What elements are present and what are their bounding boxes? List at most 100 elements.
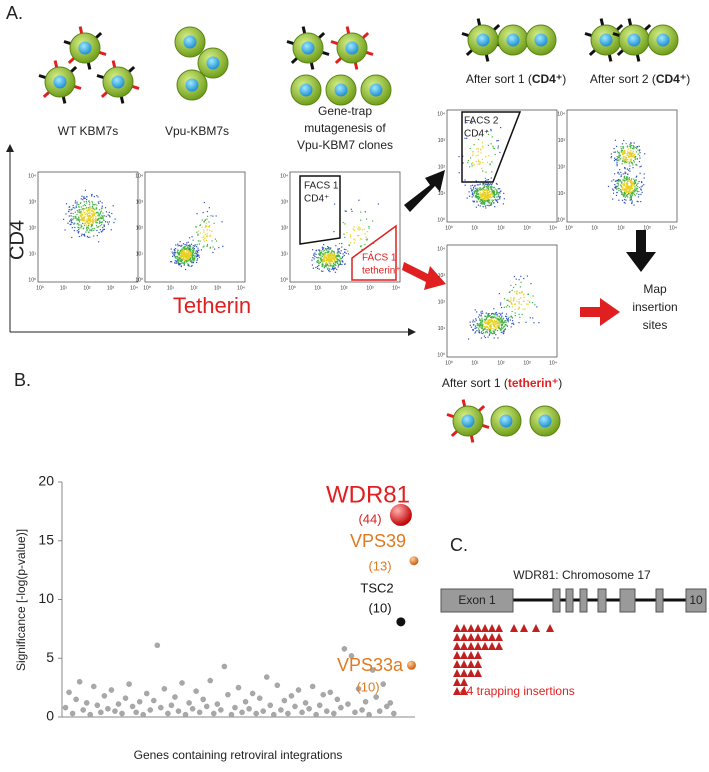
facs-dot [181,252,182,253]
facs-dot [94,219,95,220]
facs-dot [175,244,176,245]
facs-dot [69,221,70,222]
facs-dot [634,191,635,192]
facs-tick-label: 10³ [558,138,566,144]
facs-tick-label: 10⁴ [669,225,677,231]
facs-dot [629,171,630,172]
sort-label: After sort 2 (CD4⁺) [590,72,690,86]
facs-dot [331,265,332,266]
facs-dot [340,262,341,263]
facs-dot [476,161,477,162]
facs-dot [200,224,201,225]
facs-dot [478,151,479,152]
facs-dot [487,184,488,185]
facs-dot [475,309,476,310]
facs-dot [486,331,487,332]
facs-dot [513,301,514,302]
facs-dot [192,258,193,259]
facs-dot [97,196,98,197]
facs-dot [82,208,83,209]
axis-label: Tetherin [173,293,251,318]
facs-dot [634,154,635,155]
facs-dot [97,212,98,213]
facs-dot [85,190,86,191]
facs-dot [643,184,644,185]
facs-dot [485,183,486,184]
facs-dot [624,168,625,169]
facs-dot [489,186,490,187]
facs-dot [494,194,495,195]
facs-dot [621,194,622,195]
facs-dot [611,153,612,154]
facs-dot [174,250,175,251]
point [183,712,188,717]
facs-dot [89,204,90,205]
facs-dot [481,337,482,338]
facs-dot [496,196,497,197]
facs-dot [620,189,621,190]
facs-dot [499,319,500,320]
facs-dot [641,189,642,190]
facs-dot [318,261,319,262]
point [359,707,364,712]
facs-dot [485,194,486,195]
facs-frame [447,245,557,357]
facs-dot [626,183,627,184]
facs-dot [81,214,82,215]
facs-dot [84,212,85,213]
facs-dot [627,181,628,182]
facs-dot [90,220,91,221]
facs-dot [321,250,322,251]
facs-dot [334,204,335,205]
facs-dot [330,252,331,253]
facs-dot [616,180,617,181]
facs-dot [185,269,186,270]
point [102,693,107,698]
facs-dot [203,239,204,240]
facs-dot [490,328,491,329]
facs-dot [207,233,208,234]
facs-dot [622,192,623,193]
facs-dot [618,156,619,157]
facs-dot [490,188,491,189]
facs-dot [76,203,77,204]
facs-dot [623,148,624,149]
facs-dot [477,184,478,185]
facs-dot [105,207,106,208]
facs-dot [103,229,104,230]
facs-dot [316,257,317,258]
facs-dot [318,249,319,250]
facs-dot [499,320,500,321]
facs-tick-label: 10⁰ [280,277,288,283]
facs-dot [222,246,223,247]
facs-dot [490,330,491,331]
facs-dot [501,317,502,318]
facs-dot [478,198,479,199]
facs-dot [323,247,324,248]
point [275,683,280,688]
facs-dot [493,328,494,329]
facs-dot [632,155,633,156]
facs-dot [487,316,488,317]
facs-dot [96,225,97,226]
facs-dot [487,162,488,163]
facs-dot [624,181,625,182]
facs-dot [101,208,102,209]
facs-dot [489,184,490,185]
point [84,700,89,705]
facs-dot [516,301,517,302]
facs-dot [473,187,474,188]
facs-dot [623,158,624,159]
insertion [453,633,461,641]
facs-dot [627,187,628,188]
facs-dot [514,304,515,305]
facs-dot [91,194,92,195]
insertion [467,669,475,677]
point [257,696,262,701]
facs-dot [641,181,642,182]
facs-dot [201,249,202,250]
facs-dot [503,203,504,204]
nucleus [112,76,125,89]
facs-dot [102,230,103,231]
facs-dot [80,225,81,226]
